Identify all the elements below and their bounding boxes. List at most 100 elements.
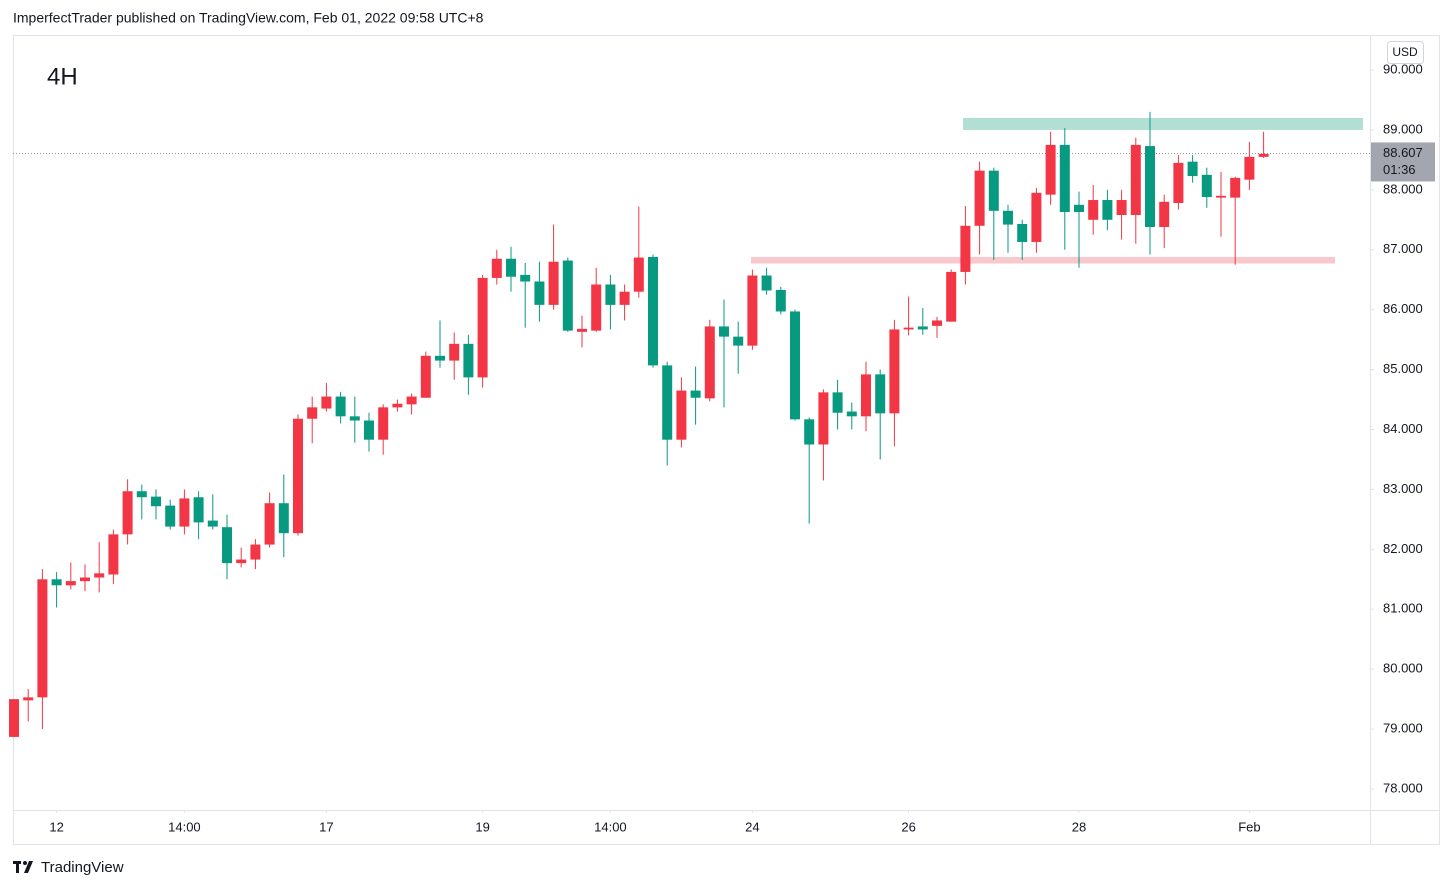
- y-tick-label: 79.000: [1383, 721, 1423, 736]
- candle-body: [1074, 204, 1084, 213]
- y-tick-label: 87.000: [1383, 241, 1423, 256]
- price-zone: [751, 256, 1335, 264]
- candle-body: [1003, 210, 1013, 225]
- countdown-label: 01:36: [1383, 162, 1416, 177]
- candle-body: [1230, 177, 1241, 198]
- candle-body: [349, 416, 360, 421]
- candle-body: [1244, 156, 1255, 180]
- candle-body: [548, 261, 559, 305]
- candle-body: [903, 327, 914, 330]
- candle-body: [23, 697, 34, 701]
- y-tick-label: 86.000: [1383, 301, 1423, 316]
- x-tick-label: Feb: [1238, 819, 1260, 834]
- candle-body: [293, 418, 303, 534]
- candle-body: [648, 256, 658, 366]
- chart-frame: [13, 35, 1440, 845]
- candle-body: [974, 170, 985, 226]
- candle-body: [591, 284, 602, 331]
- candle-body: [761, 275, 772, 291]
- candle-body: [1159, 201, 1170, 227]
- candle-body: [1116, 200, 1127, 215]
- candle-body: [506, 258, 516, 277]
- candle-body: [65, 581, 76, 586]
- candle-body: [179, 498, 190, 527]
- interval-label: 4H: [47, 63, 78, 90]
- candle-body: [988, 170, 999, 211]
- candle-body: [1173, 162, 1184, 204]
- currency-box: [1387, 41, 1424, 64]
- x-tick-label: 28: [1072, 819, 1086, 834]
- y-tick-label: 89.000: [1383, 121, 1423, 136]
- x-tick-label: 14:00: [168, 819, 201, 834]
- candles: [9, 111, 1269, 737]
- candle-body: [207, 520, 218, 527]
- y-tick-label: 88.000: [1383, 181, 1423, 196]
- currency-label: USD: [1392, 45, 1418, 59]
- x-tick-label: 17: [319, 819, 333, 834]
- candle-body: [790, 311, 800, 420]
- candle-body: [1088, 200, 1099, 220]
- candle-body: [264, 503, 275, 545]
- candle-body: [832, 392, 843, 413]
- price-zone: [963, 117, 1363, 130]
- candle-body: [875, 374, 886, 414]
- candle-body: [136, 491, 147, 498]
- candle-body: [193, 497, 204, 523]
- footer-logo: [13, 861, 33, 873]
- candle-body: [719, 326, 729, 337]
- candle-body: [804, 419, 815, 445]
- candle-body: [321, 396, 332, 409]
- last-price-label: 88.607: [1383, 145, 1423, 160]
- x-tick-label: 14:00: [594, 819, 627, 834]
- candle-body: [1017, 223, 1028, 242]
- candle-body: [861, 374, 871, 417]
- candle-body: [449, 343, 460, 361]
- candle-body: [775, 289, 786, 312]
- y-tick-label: 78.000: [1383, 780, 1423, 795]
- x-tick-label: 26: [901, 819, 915, 834]
- candle-body: [378, 407, 389, 440]
- candle-body: [108, 534, 119, 575]
- y-tick-label: 85.000: [1383, 361, 1423, 376]
- candle-body: [662, 365, 673, 440]
- candle-body: [406, 396, 417, 405]
- candle-body: [846, 411, 857, 417]
- x-tick-label: 12: [49, 819, 63, 834]
- candle-body: [80, 577, 90, 582]
- candle-body: [690, 390, 701, 398]
- candle-body: [364, 420, 374, 440]
- y-tick-label: 80.000: [1383, 661, 1423, 676]
- candle-body: [250, 544, 261, 560]
- candle-body: [151, 496, 161, 507]
- candle-body: [420, 355, 431, 398]
- last-price-box: [1371, 142, 1435, 182]
- y-tick-label: 81.000: [1383, 601, 1423, 616]
- candle-body: [307, 407, 318, 419]
- y-tick-label: 82.000: [1383, 541, 1423, 556]
- candle-body: [932, 320, 942, 326]
- y-tick-label: 83.000: [1383, 481, 1423, 496]
- candle-body: [818, 392, 829, 445]
- candle-body: [917, 326, 928, 330]
- y-tick-label: 90.000: [1383, 61, 1423, 76]
- x-tick-label: 24: [745, 819, 759, 834]
- candle-body: [960, 225, 971, 272]
- candle-body: [122, 491, 133, 535]
- candle-body: [335, 396, 346, 417]
- candle-body: [1201, 174, 1212, 198]
- candle-body: [577, 328, 587, 332]
- y-tick-label: 84.000: [1383, 421, 1423, 436]
- candle-body: [633, 257, 644, 292]
- candle-body: [619, 291, 630, 305]
- candle-body: [236, 559, 247, 564]
- candle-body: [1145, 146, 1155, 227]
- candle-body: [463, 343, 474, 378]
- candle-body: [889, 329, 900, 414]
- candle-body: [1059, 144, 1070, 213]
- publisher-line: ImperfectTrader published on TradingView…: [13, 10, 484, 26]
- candle-body: [165, 505, 176, 527]
- candle-body: [605, 284, 616, 305]
- candle-body: [491, 258, 502, 278]
